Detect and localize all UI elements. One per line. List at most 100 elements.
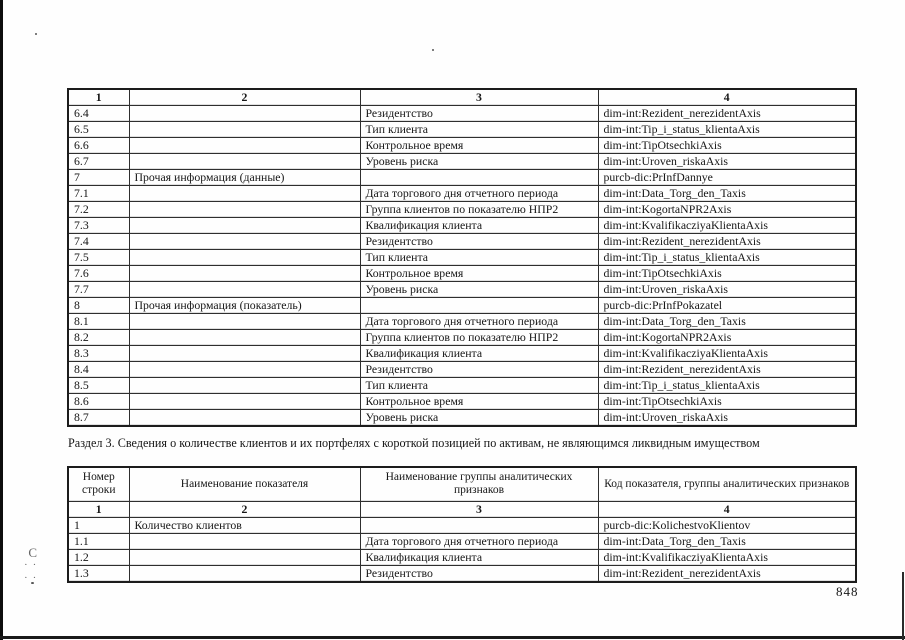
- indicator-name-cell: [128, 153, 361, 170]
- row-number-cell: 8: [67, 297, 130, 314]
- column-number-cell: 4: [597, 88, 857, 106]
- table-row: 8.1 Дата торгового дня отчетного периода…: [67, 313, 857, 330]
- code-cell: dim-int:Tip_i_status_klientaAxis: [597, 377, 857, 394]
- code-cell: dim-int:TipOtsechkiAxis: [597, 137, 857, 154]
- table-row: 8.7 Уровень риска dim-int:Uroven_riskaAx…: [67, 409, 857, 427]
- indicator-name-cell: [128, 329, 361, 346]
- table-row: 7.6 Контрольное время dim-int:TipOtsechk…: [67, 265, 857, 282]
- analytic-group-cell: Тип клиента: [359, 377, 599, 394]
- analytic-group-cell: Дата торгового дня отчетного периода: [359, 313, 599, 330]
- column-number-cell: 3: [359, 500, 599, 518]
- code-cell: dim-int:TipOtsechkiAxis: [597, 265, 857, 282]
- indicator-name-cell: [128, 313, 361, 330]
- section3-table-body: 1 Количество клиентов purcb-dic:Koliches…: [67, 516, 857, 582]
- table-row: 7.1 Дата торгового дня отчетного периода…: [67, 185, 857, 202]
- column-number-cell: 1: [67, 88, 130, 106]
- code-cell: dim-int:KogortaNPR2Axis: [597, 201, 857, 218]
- code-cell: purcb-dic:KolichestvoKlientov: [597, 516, 857, 534]
- code-cell: dim-int:Data_Torg_den_Taxis: [597, 185, 857, 202]
- analytic-group-cell: Квалификация клиента: [359, 548, 599, 566]
- table-row: 1.3 Резидентство dim-int:Rezident_nerezi…: [67, 564, 857, 582]
- table-row: 8.5 Тип клиента dim-int:Tip_i_status_kli…: [67, 377, 857, 394]
- indicator-name-cell: [128, 564, 361, 582]
- analytic-group-cell: Резидентство: [359, 233, 599, 250]
- row-number-cell: 7.6: [67, 265, 130, 282]
- indicator-name-cell: [128, 217, 361, 234]
- row-number-cell: 7.5: [67, 249, 130, 266]
- analytic-group-cell: Уровень риска: [359, 281, 599, 298]
- indicator-name-cell: Прочая информация (показатель): [128, 297, 361, 314]
- code-cell: purcb-dic:PrInfDannye: [597, 169, 857, 186]
- row-number-cell: 6.4: [67, 105, 130, 122]
- code-cell: dim-int:Uroven_riskaAxis: [597, 409, 857, 427]
- row-number-cell: 6.5: [67, 121, 130, 138]
- indicator-name-cell: Количество клиентов: [128, 516, 361, 534]
- table-row: 8.6 Контрольное время dim-int:TipOtsechk…: [67, 393, 857, 410]
- indicator-name-cell: [128, 548, 361, 566]
- indicator-name-cell: [128, 249, 361, 266]
- column-number-cell: 2: [128, 500, 361, 518]
- scan-edge-left: [0, 0, 3, 640]
- table-row: 1.1 Дата торгового дня отчетного периода…: [67, 532, 857, 550]
- table-row: 7.5 Тип клиента dim-int:Tip_i_status_kli…: [67, 249, 857, 266]
- indicator-name-cell: [128, 281, 361, 298]
- code-cell: dim-int:Rezident_nerezidentAxis: [597, 233, 857, 250]
- analytic-group-cell: Резидентство: [359, 361, 599, 378]
- analytic-group-cell: Уровень риска: [359, 153, 599, 170]
- page-number: 848: [836, 584, 859, 599]
- table-row: 7.3 Квалификация клиента dim-int:Kvalifi…: [67, 217, 857, 234]
- row-number-cell: 7.2: [67, 201, 130, 218]
- column-number-cell: 2: [128, 88, 361, 106]
- indicator-name-cell: [128, 409, 361, 427]
- code-cell: dim-int:KvalifikacziyaKlientaAxis: [597, 217, 857, 234]
- section2-table-body: 6.4 Резидентство dim-int:Rezident_nerezi…: [67, 105, 857, 427]
- column-number-cell: 4: [597, 500, 857, 518]
- header-row-number: Номер строки: [67, 466, 130, 502]
- code-cell: dim-int:TipOtsechkiAxis: [597, 393, 857, 410]
- row-number-cell: 7.4: [67, 233, 130, 250]
- analytic-group-cell: Дата торгового дня отчетного периода: [359, 532, 599, 550]
- indicator-name-cell: [128, 377, 361, 394]
- row-number-cell: 1.3: [67, 564, 130, 582]
- indicator-name-cell: Прочая информация (данные): [128, 169, 361, 186]
- analytic-group-cell: Контрольное время: [359, 265, 599, 282]
- row-number-cell: 1: [67, 516, 130, 534]
- code-cell: dim-int:Uroven_riskaAxis: [597, 281, 857, 298]
- code-cell: dim-int:Data_Torg_den_Taxis: [597, 313, 857, 330]
- row-number-cell: 7: [67, 169, 130, 186]
- code-cell: purcb-dic:PrInfPokazatel: [597, 297, 857, 314]
- indicator-name-cell: [128, 201, 361, 218]
- indicator-name-cell: [128, 265, 361, 282]
- table-row: 7.4 Резидентство dim-int:Rezident_nerezi…: [67, 233, 857, 250]
- table-row: 8 Прочая информация (показатель) purcb-d…: [67, 297, 857, 314]
- code-cell: dim-int:Rezident_nerezidentAxis: [597, 564, 857, 582]
- code-cell: dim-int:Rezident_nerezidentAxis: [597, 361, 857, 378]
- row-number-cell: 8.4: [67, 361, 130, 378]
- analytic-group-cell: Резидентство: [359, 564, 599, 582]
- indicator-name-cell: [128, 345, 361, 362]
- analytic-group-cell: Тип клиента: [359, 121, 599, 138]
- analytic-group-cell: Контрольное время: [359, 393, 599, 410]
- analytic-group-cell: Группа клиентов по показателю НПР2: [359, 201, 599, 218]
- analytic-group-cell: Тип клиента: [359, 249, 599, 266]
- code-cell: dim-int:KvalifikacziyaKlientaAxis: [597, 548, 857, 566]
- column-number-row: 1 2 3 4: [67, 500, 857, 518]
- column-number-cell: 3: [359, 88, 599, 106]
- scan-speck: [432, 49, 434, 51]
- column-number-row: 1 2 3 4: [67, 88, 857, 106]
- table-row: 8.2 Группа клиентов по показателю НПР2 d…: [67, 329, 857, 346]
- table-row: 8.3 Квалификация клиента dim-int:Kvalifi…: [67, 345, 857, 362]
- code-cell: dim-int:KvalifikacziyaKlientaAxis: [597, 345, 857, 362]
- row-number-cell: 8.3: [67, 345, 130, 362]
- row-number-cell: 6.7: [67, 153, 130, 170]
- analytic-group-cell: Уровень риска: [359, 409, 599, 427]
- table-row: 6.6 Контрольное время dim-int:TipOtsechk…: [67, 137, 857, 154]
- row-number-cell: 8.5: [67, 377, 130, 394]
- indicator-name-cell: [128, 105, 361, 122]
- code-cell: dim-int:KogortaNPR2Axis: [597, 329, 857, 346]
- margin-stamp-glyph: С: [28, 545, 37, 560]
- analytic-group-cell: [359, 297, 599, 314]
- section3-title: Раздел 3. Сведения о количестве клиентов…: [68, 436, 760, 450]
- indicator-name-cell: [128, 137, 361, 154]
